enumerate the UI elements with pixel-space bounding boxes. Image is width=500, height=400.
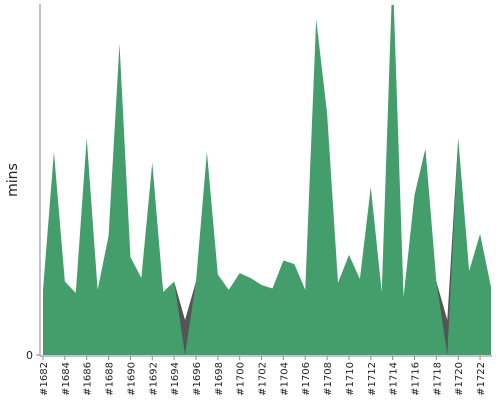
- x-tick-label: #1706: [301, 362, 312, 396]
- x-tick-label: #1690: [126, 362, 137, 396]
- x-tick-label: #1712: [367, 362, 378, 396]
- x-tick-label: #1708: [323, 362, 334, 396]
- y-axis-label: mins: [5, 163, 21, 197]
- x-tick-label: #1702: [258, 362, 269, 396]
- x-tick-label: #1684: [61, 362, 72, 396]
- x-tick-label: #1722: [476, 362, 487, 396]
- x-tick-label: #1686: [83, 362, 94, 396]
- x-tick-label: #1692: [148, 362, 159, 396]
- x-tick-label: #1682: [39, 362, 50, 396]
- x-tick-label: #1696: [192, 362, 203, 396]
- x-tick-label: #1698: [214, 362, 225, 396]
- x-tick-label: #1716: [411, 362, 422, 396]
- x-tick-label: #1710: [345, 362, 356, 396]
- x-tick-label: #1718: [432, 362, 443, 396]
- y-tick-label: 0: [26, 349, 33, 362]
- plot-area: [43, 5, 491, 355]
- series-area: [43, 5, 491, 355]
- x-tick-label: #1714: [389, 362, 400, 396]
- x-tick-label: #1704: [279, 362, 290, 396]
- x-tick-label: #1688: [105, 362, 116, 396]
- x-tick-label: #1694: [170, 362, 181, 396]
- x-tick-label: #1700: [236, 362, 247, 396]
- x-tick-label: #1720: [454, 362, 465, 396]
